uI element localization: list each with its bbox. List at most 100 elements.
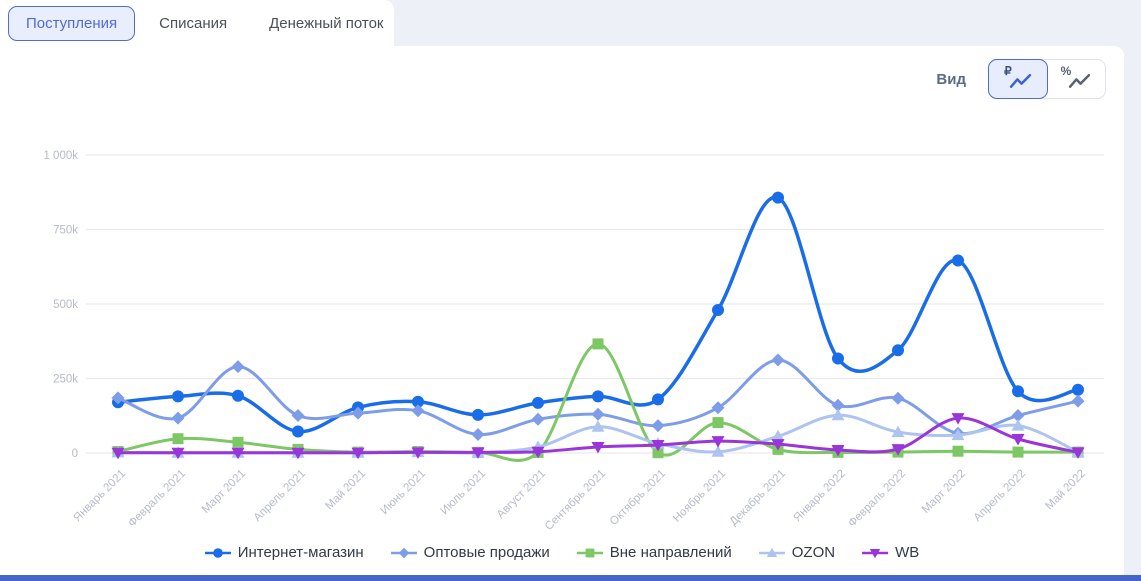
data-point[interactable]	[832, 352, 844, 365]
square-legend-marker-icon	[576, 548, 603, 557]
tab-spisaniya[interactable]: Списания	[141, 6, 245, 41]
data-point[interactable]	[585, 548, 595, 557]
data-point[interactable]	[771, 439, 785, 451]
data-point[interactable]	[1072, 383, 1084, 396]
legend-item-WB[interactable]: WB	[862, 544, 919, 561]
data-point[interactable]	[591, 420, 605, 432]
data-point[interactable]	[232, 436, 244, 448]
y-axis-label: 0	[72, 448, 78, 460]
data-point[interactable]	[711, 436, 725, 448]
data-point[interactable]	[1071, 394, 1085, 408]
data-point[interactable]	[1011, 409, 1025, 422]
view-label: Вид	[936, 70, 966, 88]
legend-label: OZON	[791, 544, 836, 561]
x-axis-label: Май 2021	[323, 468, 368, 513]
data-point[interactable]	[952, 445, 964, 457]
chart-panel: Вид ₽ % 0 250k 500k 750k 1 000k Январь 2021 Фе…	[0, 46, 1124, 575]
data-point[interactable]	[711, 445, 725, 457]
y-axis-label: 250k	[53, 374, 78, 386]
data-point[interactable]	[831, 398, 845, 412]
data-point[interactable]	[712, 417, 724, 429]
data-point[interactable]	[1012, 446, 1024, 458]
data-point[interactable]	[471, 428, 485, 441]
x-axis-label: Январь 2021	[71, 468, 128, 525]
data-point[interactable]	[292, 425, 304, 438]
x-axis-label: Март 2021	[200, 468, 248, 516]
data-point[interactable]	[212, 547, 223, 558]
data-point[interactable]	[771, 353, 785, 367]
data-point[interactable]	[411, 404, 425, 418]
data-point[interactable]	[398, 547, 409, 558]
legend-label: Вне направлений	[609, 544, 732, 561]
data-point[interactable]	[591, 442, 605, 454]
percent-symbol: %	[1060, 64, 1072, 78]
data-point[interactable]	[951, 428, 965, 441]
data-point[interactable]	[771, 429, 785, 442]
data-point[interactable]	[951, 413, 965, 425]
data-point[interactable]	[231, 360, 245, 374]
data-point[interactable]	[291, 447, 305, 460]
series-WB	[111, 413, 1085, 460]
x-axis-label: Май 2022	[1043, 468, 1088, 513]
data-point[interactable]	[711, 401, 725, 415]
data-point[interactable]	[869, 548, 881, 558]
view-percent-button[interactable]: %	[1046, 59, 1106, 99]
data-point[interactable]	[111, 447, 125, 460]
data-point[interactable]	[592, 390, 604, 403]
data-point[interactable]	[591, 407, 605, 421]
circle-legend-marker-icon	[204, 547, 231, 558]
data-point[interactable]	[592, 338, 604, 350]
data-point[interactable]	[1011, 434, 1025, 446]
data-point[interactable]	[411, 447, 425, 459]
line-chart-icon	[1009, 73, 1031, 88]
data-point[interactable]	[891, 391, 905, 405]
data-point[interactable]	[471, 447, 485, 459]
data-point[interactable]	[232, 389, 244, 402]
data-point[interactable]	[172, 433, 184, 445]
data-point[interactable]	[412, 395, 424, 408]
diamond-legend-marker-icon	[390, 547, 417, 558]
data-point[interactable]	[472, 408, 484, 421]
data-point[interactable]	[1011, 419, 1025, 431]
data-point[interactable]	[766, 547, 777, 557]
legend-item-Вне направлений[interactable]: Вне направлений	[576, 544, 732, 561]
data-point[interactable]	[651, 440, 665, 452]
legend-item-Оптовые продажи[interactable]: Оптовые продажи	[390, 544, 550, 561]
data-point[interactable]	[772, 191, 784, 204]
data-point[interactable]	[652, 447, 664, 459]
data-point[interactable]	[351, 447, 365, 460]
view-rubles-button[interactable]: ₽	[988, 59, 1048, 99]
data-point[interactable]	[171, 411, 185, 425]
data-point[interactable]	[952, 254, 964, 267]
data-point[interactable]	[171, 447, 185, 460]
data-point[interactable]	[1071, 447, 1085, 459]
tab-denezhny-potok[interactable]: Денежный поток	[251, 6, 401, 41]
data-point[interactable]	[652, 393, 664, 406]
triangle-down-legend-marker-icon	[862, 548, 889, 558]
data-point[interactable]	[531, 446, 545, 459]
data-point[interactable]	[532, 396, 544, 409]
tab-postupleniya[interactable]: Поступления	[8, 5, 136, 41]
legend-item-Интернет-магазин[interactable]: Интернет-магазин	[204, 544, 364, 561]
legend-label: Интернет-магазин	[237, 544, 364, 561]
data-point[interactable]	[831, 445, 845, 457]
data-point[interactable]	[531, 412, 545, 426]
legend-item-OZON[interactable]: OZON	[758, 544, 836, 561]
data-point[interactable]	[831, 408, 845, 421]
x-axis-label: Февраль 2021	[126, 468, 188, 530]
data-point[interactable]	[651, 419, 665, 433]
series-Интернет-магазин	[112, 191, 1084, 438]
data-point[interactable]	[891, 444, 905, 456]
data-point[interactable]	[712, 304, 724, 316]
data-point[interactable]	[892, 344, 904, 357]
data-point[interactable]	[291, 409, 305, 422]
data-point[interactable]	[891, 425, 905, 438]
data-point[interactable]	[231, 447, 245, 460]
data-point[interactable]	[1012, 385, 1024, 398]
legend-label: WB	[895, 544, 920, 561]
data-point[interactable]	[351, 406, 365, 420]
y-axis-label: 1 000k	[43, 150, 78, 162]
y-axis-label: 750k	[53, 225, 78, 237]
data-point[interactable]	[172, 390, 184, 403]
data-point[interactable]	[111, 391, 125, 405]
